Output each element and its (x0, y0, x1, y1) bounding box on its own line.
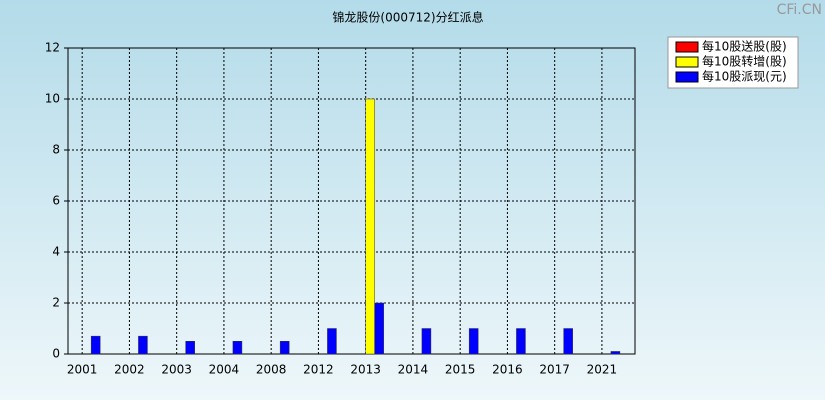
legend-label: 每10股转增(股) (702, 54, 787, 69)
x-tick-label: 2016 (492, 363, 523, 377)
y-tick-label: 0 (52, 347, 60, 361)
legend-swatch (675, 56, 699, 68)
legend-label: 每10股送股(股) (702, 39, 787, 54)
bar (421, 328, 432, 355)
bar (610, 351, 621, 355)
y-tick-label: 10 (45, 92, 60, 106)
bar (374, 302, 384, 355)
y-tick-label: 8 (52, 143, 60, 157)
x-tick-label: 2017 (539, 363, 570, 377)
legend-swatch (675, 41, 699, 53)
bar (279, 341, 290, 355)
x-tick-label: 2003 (161, 363, 192, 377)
legend-swatch (675, 71, 699, 83)
bar (563, 328, 573, 355)
x-tick-label: 2012 (303, 363, 334, 377)
x-tick-label: 2004 (209, 363, 240, 377)
bar (327, 328, 337, 355)
bar (90, 335, 101, 355)
x-tick-label: 2015 (445, 363, 476, 377)
y-tick-label: 4 (52, 245, 60, 259)
bar (138, 335, 148, 355)
bar (185, 341, 195, 355)
x-tick-label: 2014 (398, 363, 429, 377)
x-tick-label: 2002 (114, 363, 145, 377)
chart-title: 锦龙股份(000712)分红派息 (332, 10, 483, 25)
legend-label: 每10股派现(元) (702, 69, 787, 84)
y-tick-label: 6 (52, 194, 60, 208)
y-tick-label: 2 (52, 296, 60, 310)
x-tick-label: 2001 (67, 363, 98, 377)
bar (232, 341, 243, 355)
watermark: CFi.CN (777, 2, 822, 18)
x-tick-label: 2008 (256, 363, 287, 377)
bar (365, 98, 375, 355)
bar (516, 328, 526, 355)
bar (468, 328, 479, 355)
x-tick-label: 2013 (350, 363, 381, 377)
x-tick-label: 2021 (587, 363, 618, 377)
y-tick-label: 12 (45, 41, 60, 55)
